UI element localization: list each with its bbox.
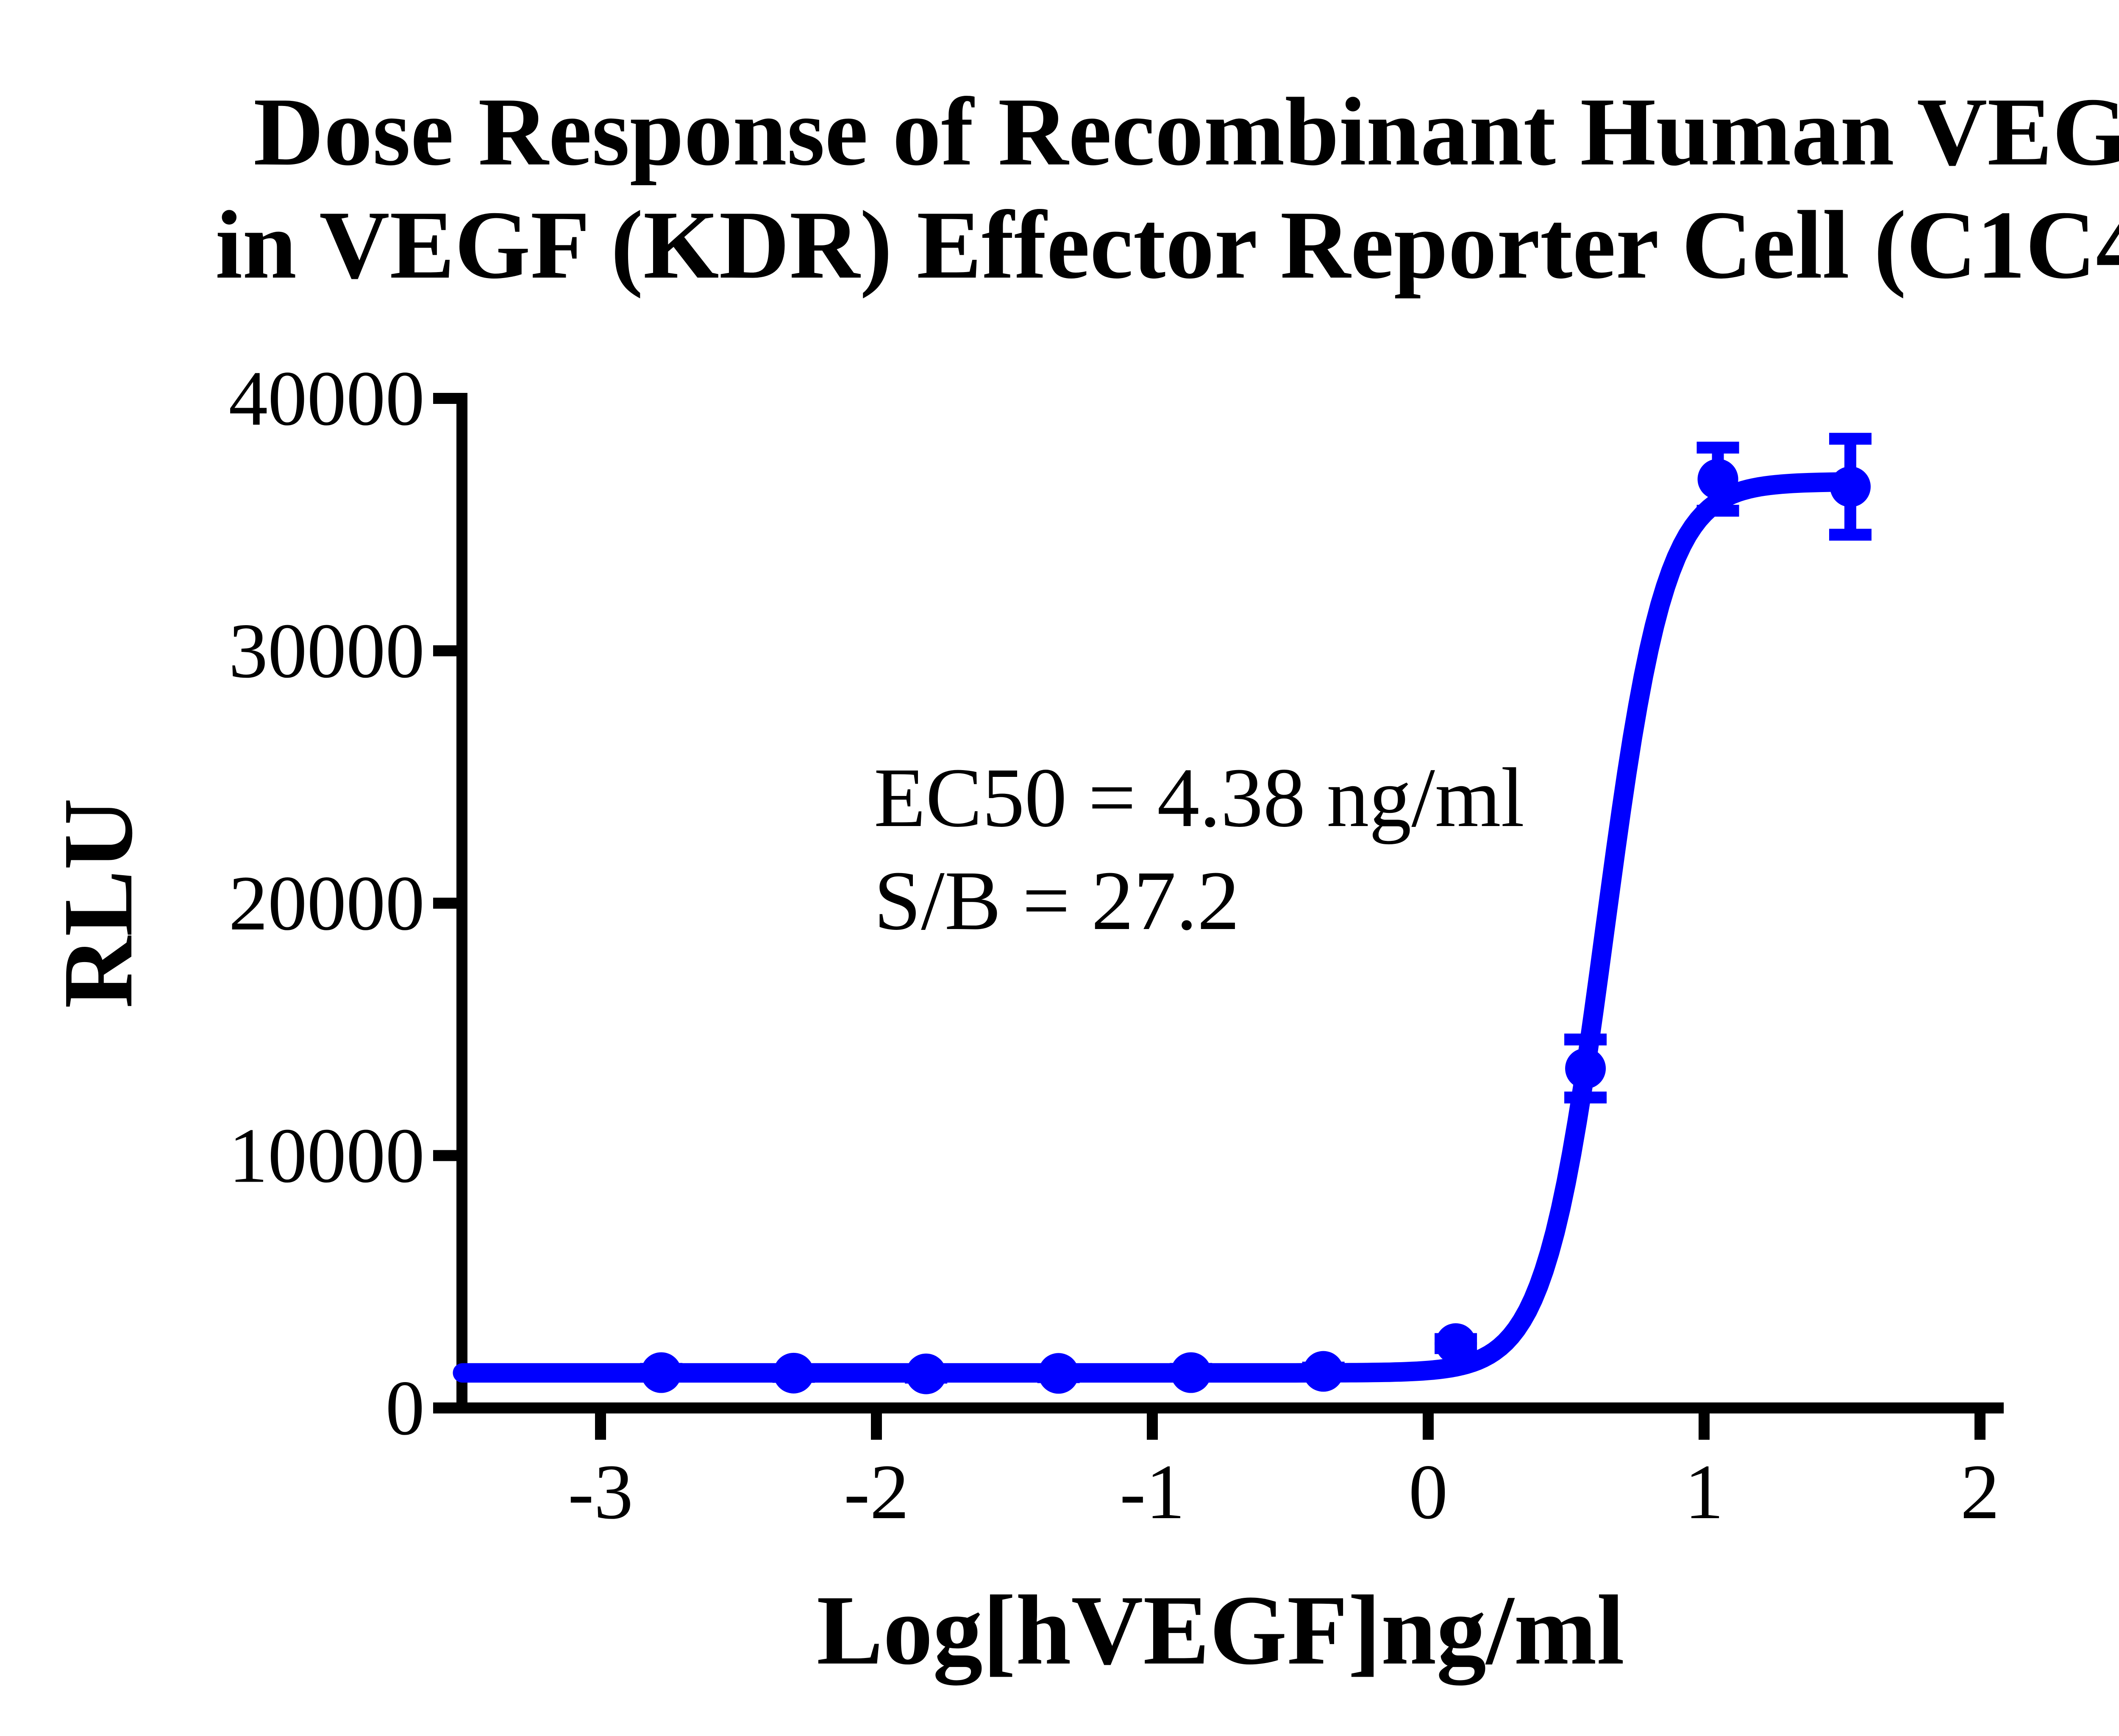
x-tick-label--1: -1 (1120, 1449, 1185, 1536)
fit-curve-layer (453, 472, 1858, 1383)
annotation-sb: S/B = 27.2 (874, 854, 1240, 948)
data-point-group (1829, 433, 1872, 541)
axes-layer (433, 393, 2004, 1440)
data-point-marker (906, 1353, 947, 1394)
data-point-marker (1303, 1351, 1344, 1392)
y-tick-label-0: 0 (386, 1365, 425, 1452)
annotation-ec50: EC50 = 4.38 ng/ml (874, 751, 1524, 845)
data-point-group (1302, 1351, 1345, 1392)
data-point-marker (641, 1352, 682, 1393)
data-point-marker (1038, 1353, 1079, 1394)
fit-curve (453, 472, 1858, 1383)
x-axis-label: Log[hVEGF]ng/ml (817, 1575, 1624, 1686)
data-point-group (1435, 1323, 1477, 1364)
x-tick-label-0: 0 (1409, 1449, 1448, 1536)
y-tick-label-40000: 40000 (229, 355, 425, 442)
data-point-marker (1171, 1352, 1212, 1393)
data-point-marker (1697, 459, 1738, 500)
x-tick-label-1: 1 (1685, 1449, 1724, 1536)
data-point-marker (773, 1352, 814, 1394)
data-point-group (1696, 442, 1739, 517)
chart-title-line1: Dose Response of Recombinant Human VEGF (253, 78, 2119, 186)
y-tick-label-30000: 30000 (229, 608, 425, 695)
x-tick-label--2: -2 (844, 1449, 909, 1536)
data-point-group (1037, 1353, 1080, 1394)
tick-labels-layer: 0 10000 20000 30000 40000 -3 -2 -1 0 1 2 (229, 355, 2000, 1536)
chart-title-line2: in VEGF (KDR) Effector Reporter Cell (C1… (215, 191, 2119, 299)
data-point-group (772, 1352, 815, 1394)
data-point-group (1564, 1033, 1607, 1104)
data-points-layer (640, 433, 1872, 1394)
x-tick-label--3: -3 (568, 1449, 633, 1536)
data-point-marker (1565, 1048, 1606, 1089)
y-tick-label-20000: 20000 (229, 860, 425, 947)
data-point-marker (1830, 466, 1871, 507)
data-point-group (640, 1352, 683, 1393)
data-point-group (1170, 1352, 1212, 1393)
data-point-group (905, 1353, 948, 1394)
data-point-marker (1435, 1323, 1477, 1364)
y-tick-label-10000: 10000 (229, 1113, 425, 1199)
x-tick-label-2: 2 (1960, 1449, 2000, 1536)
y-axis-label: RLU (43, 798, 153, 1008)
